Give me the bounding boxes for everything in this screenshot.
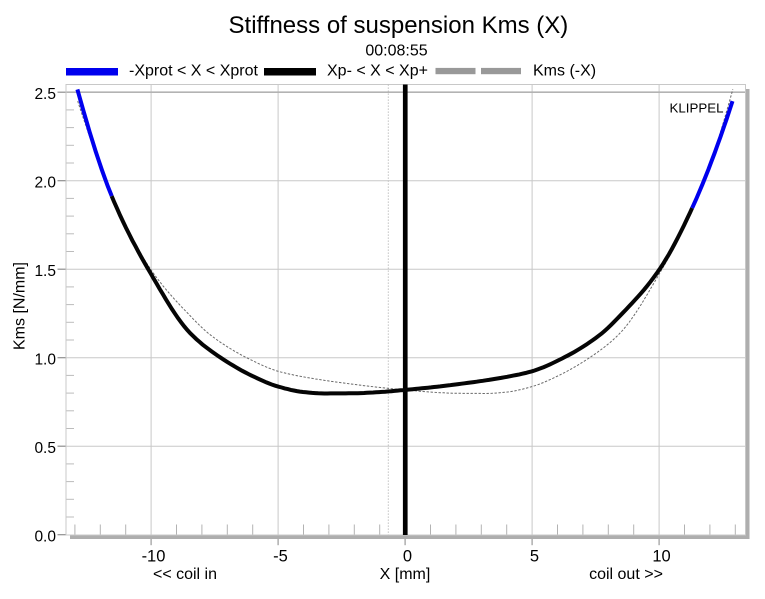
svg-text:Kms (-X): Kms (-X) — [533, 63, 596, 80]
svg-text:0.5: 0.5 — [34, 440, 56, 457]
svg-text:1.5: 1.5 — [34, 263, 56, 280]
svg-text:Xp- < X < Xp+: Xp- < X < Xp+ — [327, 63, 428, 80]
svg-text:2.0: 2.0 — [34, 175, 56, 192]
svg-text:X [mm]: X [mm] — [380, 566, 431, 583]
svg-text:0: 0 — [403, 548, 412, 566]
svg-text:2.5: 2.5 — [34, 86, 56, 103]
svg-text:Stiffness of suspension Kms (X: Stiffness of suspension Kms (X) — [229, 12, 569, 39]
svg-text:0.0: 0.0 — [34, 529, 56, 546]
svg-text:5: 5 — [530, 548, 539, 566]
svg-text:10: 10 — [652, 548, 670, 566]
svg-text:KLIPPEL: KLIPPEL — [670, 101, 724, 116]
svg-text:<< coil in: << coil in — [153, 566, 217, 583]
svg-text:-Xprot < X < Xprot: -Xprot < X < Xprot — [129, 63, 259, 80]
svg-text:Kms [N/mm]: Kms [N/mm] — [12, 262, 29, 350]
svg-text:1.0: 1.0 — [34, 352, 56, 369]
svg-text:coil out >>: coil out >> — [589, 566, 663, 583]
svg-text:00:08:55: 00:08:55 — [365, 43, 427, 60]
svg-text:-10: -10 — [142, 548, 166, 566]
svg-text:-5: -5 — [273, 548, 288, 566]
